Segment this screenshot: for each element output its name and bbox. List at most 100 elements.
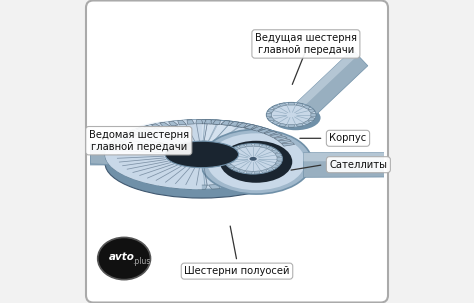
Polygon shape xyxy=(146,125,161,130)
Polygon shape xyxy=(91,141,202,168)
Polygon shape xyxy=(209,120,219,125)
Polygon shape xyxy=(112,139,127,144)
Polygon shape xyxy=(209,185,219,189)
Polygon shape xyxy=(212,120,220,125)
Polygon shape xyxy=(146,179,161,185)
Text: Ведомая шестерня
главной передачи: Ведомая шестерня главной передачи xyxy=(89,129,189,152)
Polygon shape xyxy=(118,135,131,139)
Polygon shape xyxy=(296,50,358,109)
Polygon shape xyxy=(136,176,150,181)
Polygon shape xyxy=(274,137,287,141)
Text: Шестерни полуосей: Шестерни полуосей xyxy=(184,266,290,276)
Polygon shape xyxy=(204,120,211,124)
Polygon shape xyxy=(136,128,148,132)
Polygon shape xyxy=(272,121,280,125)
Polygon shape xyxy=(277,139,292,144)
Polygon shape xyxy=(258,129,270,133)
Polygon shape xyxy=(267,117,274,121)
Ellipse shape xyxy=(165,141,238,168)
Polygon shape xyxy=(136,127,150,133)
Polygon shape xyxy=(243,179,257,185)
Polygon shape xyxy=(285,148,298,152)
Polygon shape xyxy=(232,147,240,151)
Polygon shape xyxy=(184,120,195,125)
Ellipse shape xyxy=(105,120,299,189)
Polygon shape xyxy=(277,165,292,170)
FancyBboxPatch shape xyxy=(89,144,184,165)
Polygon shape xyxy=(278,140,292,143)
Polygon shape xyxy=(296,50,368,119)
Polygon shape xyxy=(106,157,118,161)
Polygon shape xyxy=(277,157,283,160)
Polygon shape xyxy=(196,120,207,124)
Polygon shape xyxy=(269,134,283,138)
Polygon shape xyxy=(260,145,267,148)
Polygon shape xyxy=(288,102,295,105)
Polygon shape xyxy=(270,169,285,175)
Ellipse shape xyxy=(117,120,252,168)
Text: avto: avto xyxy=(109,252,135,262)
Polygon shape xyxy=(221,121,230,125)
Ellipse shape xyxy=(165,141,238,168)
Polygon shape xyxy=(303,152,386,161)
Polygon shape xyxy=(279,123,287,127)
Polygon shape xyxy=(105,120,297,165)
Polygon shape xyxy=(239,145,246,148)
Polygon shape xyxy=(243,125,257,130)
Ellipse shape xyxy=(207,133,305,190)
Polygon shape xyxy=(295,103,303,106)
Ellipse shape xyxy=(220,141,292,183)
Polygon shape xyxy=(253,176,268,181)
Polygon shape xyxy=(308,109,315,113)
Polygon shape xyxy=(118,135,133,140)
Polygon shape xyxy=(187,120,194,124)
Polygon shape xyxy=(254,171,260,174)
Polygon shape xyxy=(114,138,127,142)
Polygon shape xyxy=(275,161,282,164)
Ellipse shape xyxy=(249,157,257,161)
Polygon shape xyxy=(108,161,122,165)
Polygon shape xyxy=(106,148,118,152)
Polygon shape xyxy=(110,142,123,145)
Polygon shape xyxy=(232,181,246,187)
Polygon shape xyxy=(160,122,170,127)
Polygon shape xyxy=(302,105,310,109)
Polygon shape xyxy=(228,164,235,168)
Polygon shape xyxy=(196,185,207,189)
Ellipse shape xyxy=(266,102,316,127)
Text: .plus: .plus xyxy=(132,257,151,266)
Polygon shape xyxy=(260,169,267,173)
Polygon shape xyxy=(220,121,233,126)
Polygon shape xyxy=(246,171,253,174)
Polygon shape xyxy=(287,152,299,156)
Polygon shape xyxy=(303,152,387,177)
Polygon shape xyxy=(184,185,195,189)
Polygon shape xyxy=(246,144,253,147)
Ellipse shape xyxy=(176,145,228,164)
Polygon shape xyxy=(266,147,274,151)
Polygon shape xyxy=(151,124,163,128)
Polygon shape xyxy=(123,133,137,137)
Polygon shape xyxy=(254,144,260,147)
Polygon shape xyxy=(129,130,142,135)
Polygon shape xyxy=(267,109,274,113)
Polygon shape xyxy=(106,148,118,151)
Ellipse shape xyxy=(201,129,312,194)
Polygon shape xyxy=(308,117,315,121)
Polygon shape xyxy=(253,127,268,133)
Text: Сателлиты: Сателлиты xyxy=(329,160,387,170)
Polygon shape xyxy=(229,122,239,126)
Polygon shape xyxy=(272,105,280,109)
Polygon shape xyxy=(158,122,172,128)
Polygon shape xyxy=(239,169,246,173)
Polygon shape xyxy=(282,143,296,148)
Text: Корпус: Корпус xyxy=(329,133,366,143)
Polygon shape xyxy=(196,120,203,124)
Polygon shape xyxy=(105,120,202,189)
Polygon shape xyxy=(272,150,279,154)
Polygon shape xyxy=(169,121,178,126)
Polygon shape xyxy=(266,167,274,171)
Polygon shape xyxy=(302,121,310,125)
Polygon shape xyxy=(108,143,122,148)
Polygon shape xyxy=(295,123,303,127)
